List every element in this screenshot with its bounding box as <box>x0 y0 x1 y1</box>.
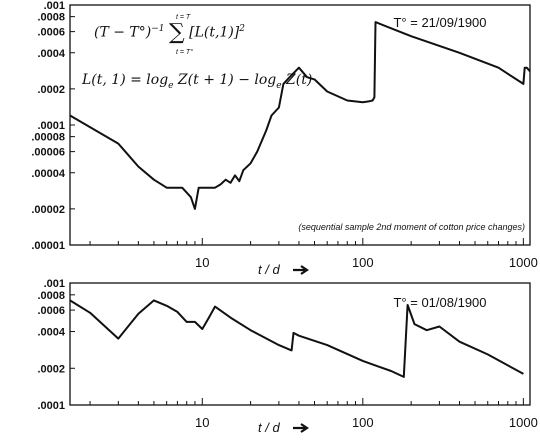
start-date-annotation: T° = 21/09/1900 <box>393 15 486 30</box>
sum-lower-limit: t = T° <box>176 49 193 56</box>
y-tick-label: .0002 <box>37 363 65 375</box>
y-tick-label: .0001 <box>37 400 65 412</box>
y-tick-label: .0002 <box>37 84 65 96</box>
x-tick-label: 10 <box>195 255 209 270</box>
x-tick-label: 10 <box>195 415 209 430</box>
start-date-annotation: T° = 01/08/1900 <box>393 295 486 310</box>
sample-note: (sequential sample 2nd moment of cotton … <box>298 222 525 232</box>
log-base-2: e <box>276 80 282 91</box>
x-axis-arrow-icon <box>293 265 309 275</box>
log-base-1: e <box>168 80 174 91</box>
formula-power: 2 <box>239 23 246 34</box>
y-tick-label: .0008 <box>37 12 65 24</box>
y-tick-label: .00001 <box>31 240 65 252</box>
formula-term: [L(t,1)] <box>189 24 240 41</box>
y-tick-label: .0008 <box>37 290 65 302</box>
formula-line-1: (T − T°)−1 ∑ [L(t,1)]2 <box>94 20 245 45</box>
y-tick-label: .001 <box>44 278 65 290</box>
y-tick-label: .001 <box>44 0 65 12</box>
y-tick-label: .0006 <box>37 305 65 317</box>
formula-line2-b: Z(t + 1) − log <box>173 72 277 88</box>
y-tick-label: .00002 <box>31 204 65 216</box>
series-line <box>69 299 524 378</box>
x-axis-arrow-icon <box>293 423 309 433</box>
x-tick-label: 100 <box>352 415 374 430</box>
y-tick-label: .0004 <box>37 327 65 339</box>
x-axis-label: t / d <box>258 420 280 435</box>
sum-sign: ∑ <box>168 20 185 45</box>
series-line <box>69 21 531 210</box>
y-tick-label: .0004 <box>37 48 65 60</box>
top-panel: .001.0008 .0006 .0004 .0002 .0001.00008 .0000… <box>31 0 537 277</box>
formula-line2-c: Z(t) <box>281 72 313 88</box>
formula-lead: (T − T°) <box>94 24 152 41</box>
y-tick-label: .00006 <box>31 147 65 159</box>
y-tick-label: .00004 <box>31 168 66 180</box>
formula-exponent: −1 <box>151 23 165 34</box>
x-tick-label: 1000 <box>509 415 538 430</box>
y-tick-label: .00008 <box>31 132 65 144</box>
sum-upper-limit: t = T <box>176 14 191 21</box>
formula-line2-a: L(t, 1) = log <box>82 72 169 88</box>
bottom-panel: .001.0008 .0006 .0004 .0002 .0001 10 100 1000 t … <box>37 278 537 435</box>
formula-line-2: L(t, 1) = loge Z(t + 1) − loge Z(t) <box>82 72 312 91</box>
plot-frame <box>69 282 531 406</box>
y-tick-label: .0006 <box>37 27 65 39</box>
y-tick-label: .0001 <box>37 120 65 132</box>
x-tick-label: 1000 <box>509 255 538 270</box>
x-tick-label: 100 <box>352 255 374 270</box>
x-axis-label: t / d <box>258 262 280 277</box>
